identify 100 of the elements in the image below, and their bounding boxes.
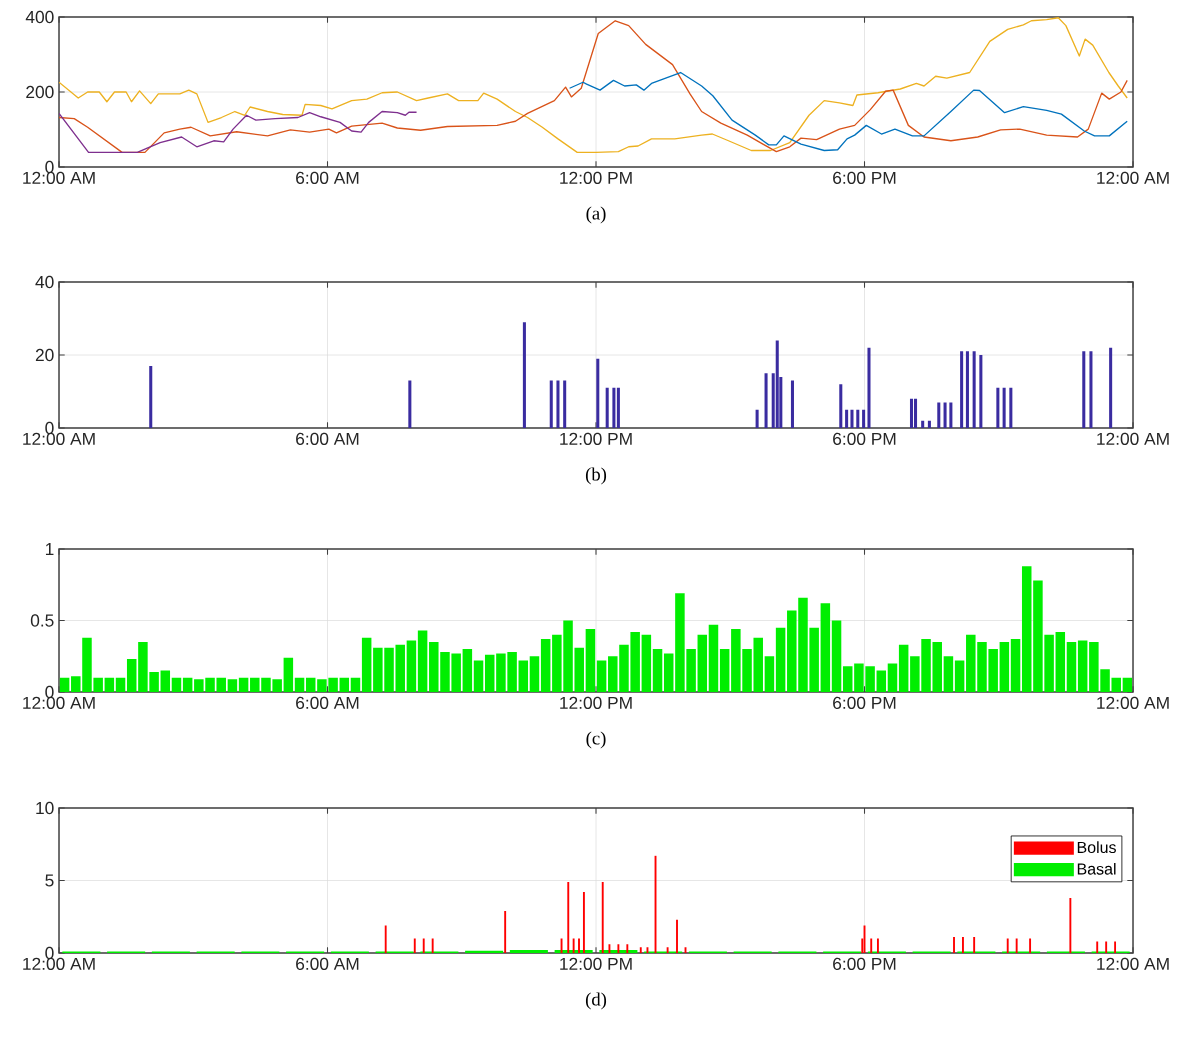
bar [484,654,495,693]
x-tick-label: 6:00 AM [296,171,359,184]
bar [361,637,372,693]
bar [1089,351,1093,428]
bar [775,340,779,428]
line-series [568,71,1128,152]
bar [755,409,759,428]
legend-label: Basal [1077,862,1116,875]
bar [115,677,126,693]
y-tick-label: 200 [26,85,54,99]
bar [1082,351,1086,428]
x-tick-label: 12:00 PM [560,432,632,445]
bar [522,322,526,428]
x-tick-label: 6:00 PM [833,432,896,445]
bar [850,409,854,428]
bar [867,347,871,428]
bar [996,387,1000,428]
bar [171,677,182,693]
bar [238,677,249,693]
bar [182,677,193,693]
x-tick-label: 12:00 PM [560,171,632,184]
bar [1077,640,1088,693]
legend-label: Bolus [1077,841,1116,854]
bar [775,627,786,693]
bar [914,398,918,428]
bar [862,409,866,428]
bar [1010,639,1021,693]
text: (b) [585,467,607,485]
bar [960,351,964,428]
y-tick-label: 400 [25,10,54,24]
bar [465,950,504,954]
bar [305,677,316,693]
bar [909,398,914,428]
bar [943,656,954,693]
bar [149,365,153,428]
y-tick-label: 0.5 [30,614,54,627]
bar [790,380,794,428]
bar [283,657,294,693]
bar [764,373,768,428]
bar [927,420,931,428]
bar [605,387,609,428]
bar [697,634,708,693]
bar [954,660,965,693]
bar [509,950,548,954]
x-tick-label: 6:00 AM [296,696,359,709]
bar [350,677,361,693]
bar [473,660,484,693]
bar [887,663,898,693]
bar [831,620,842,693]
bar [596,660,607,693]
bar [339,677,350,693]
x-tick-label: 12:00 PM [560,957,632,970]
bar [921,420,925,428]
bar [999,641,1010,693]
x-tick-label: 12:00 AM [1097,171,1169,184]
bar [529,656,540,693]
bar [406,640,417,693]
bar [898,644,909,693]
bar [616,387,620,428]
bar [1021,566,1032,693]
x-tick-label: 12:00 PM [560,696,632,709]
x-tick-label: 6:00 PM [833,957,896,970]
y-tick-label: 40 [35,275,54,289]
bar [839,384,843,428]
text: (c) [586,731,606,749]
bar [540,639,551,693]
bar [652,649,663,693]
bar [612,387,616,428]
bar [59,677,70,693]
x-tick-label: 6:00 AM [296,957,359,970]
bar [585,629,596,693]
bar [764,656,775,693]
bar [1122,677,1133,693]
bar [518,660,529,693]
y-tick-label: 10 [36,801,54,815]
bar [949,402,953,428]
bar [845,409,849,428]
bar [1009,387,1013,428]
bar [641,634,652,693]
bar [408,380,412,428]
x-tick-label: 6:00 PM [833,696,896,709]
bar [462,649,473,693]
bar [943,402,947,428]
bar [856,409,860,428]
bar [1066,641,1077,693]
x-tick-label: 6:00 PM [833,171,896,184]
bar [663,653,674,693]
bar [708,624,719,693]
x-tick-label: 12:00 AM [1097,696,1169,709]
bar [972,351,976,428]
x-tick-label: 6:00 AM [296,432,359,445]
y-tick-label: 1 [45,543,54,555]
bar [1109,347,1113,428]
bar [1002,387,1006,428]
bar [549,380,553,428]
bar [556,380,560,428]
bar [937,402,941,428]
bar [842,666,853,693]
bar [563,380,567,428]
line-series [59,110,418,154]
